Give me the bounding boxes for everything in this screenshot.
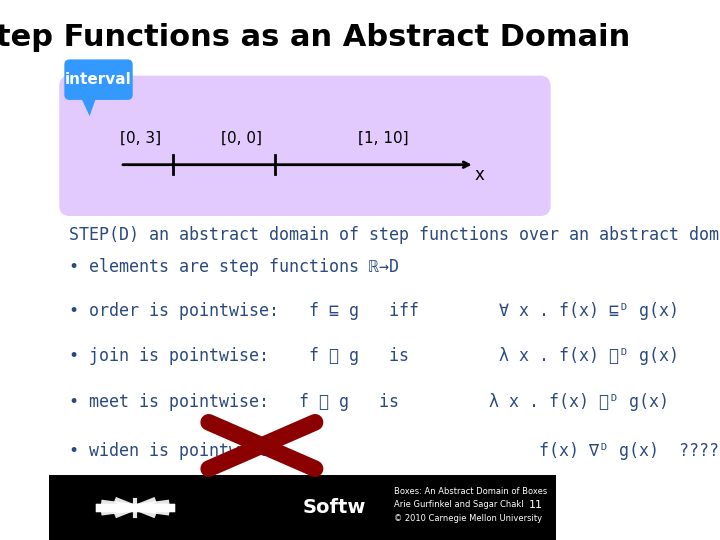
Text: • meet is pointwise:   f ⋒ g   is         λ x . f(x) ⋒ᴰ g(x): • meet is pointwise: f ⋒ g is λ x . f(x)… [69, 393, 670, 411]
Text: • elements are step functions ℝ→D: • elements are step functions ℝ→D [69, 258, 400, 276]
Text: • widen is pointwise:                          f(x) ∇ᴰ g(x)  ????: • widen is pointwise: f(x) ∇ᴰ g(x) ???? [69, 442, 719, 460]
Text: Arie Gurfinkel and Sagar Chakl: Arie Gurfinkel and Sagar Chakl [394, 501, 523, 509]
Text: © 2010 Carnegie Mellon University: © 2010 Carnegie Mellon University [394, 514, 541, 523]
Text: [1, 10]: [1, 10] [358, 131, 409, 146]
FancyBboxPatch shape [59, 76, 551, 216]
Text: • join is pointwise:    f ⋓ g   is         λ x . f(x) ⋓ᴰ g(x): • join is pointwise: f ⋓ g is λ x . f(x)… [69, 347, 680, 366]
Text: Boxes: An Abstract Domain of Boxes: Boxes: An Abstract Domain of Boxes [394, 487, 546, 496]
Polygon shape [79, 94, 97, 116]
Text: x: x [474, 166, 485, 185]
Text: [0, 3]: [0, 3] [120, 131, 161, 146]
FancyBboxPatch shape [49, 475, 556, 540]
Text: [0, 0]: [0, 0] [221, 131, 262, 146]
Text: interval: interval [65, 72, 132, 87]
FancyBboxPatch shape [64, 59, 132, 100]
Text: STEP(D) an abstract domain of step functions over an abstract domain D: STEP(D) an abstract domain of step funct… [69, 226, 720, 244]
Text: • order is pointwise:   f ⊑ g   iff        ∀ x . f(x) ⊑ᴰ g(x): • order is pointwise: f ⊑ g iff ∀ x . f(… [69, 301, 680, 320]
Text: Softw: Softw [302, 498, 366, 517]
Text: Step Functions as an Abstract Domain: Step Functions as an Abstract Domain [0, 23, 631, 52]
Text: 11: 11 [528, 500, 542, 510]
